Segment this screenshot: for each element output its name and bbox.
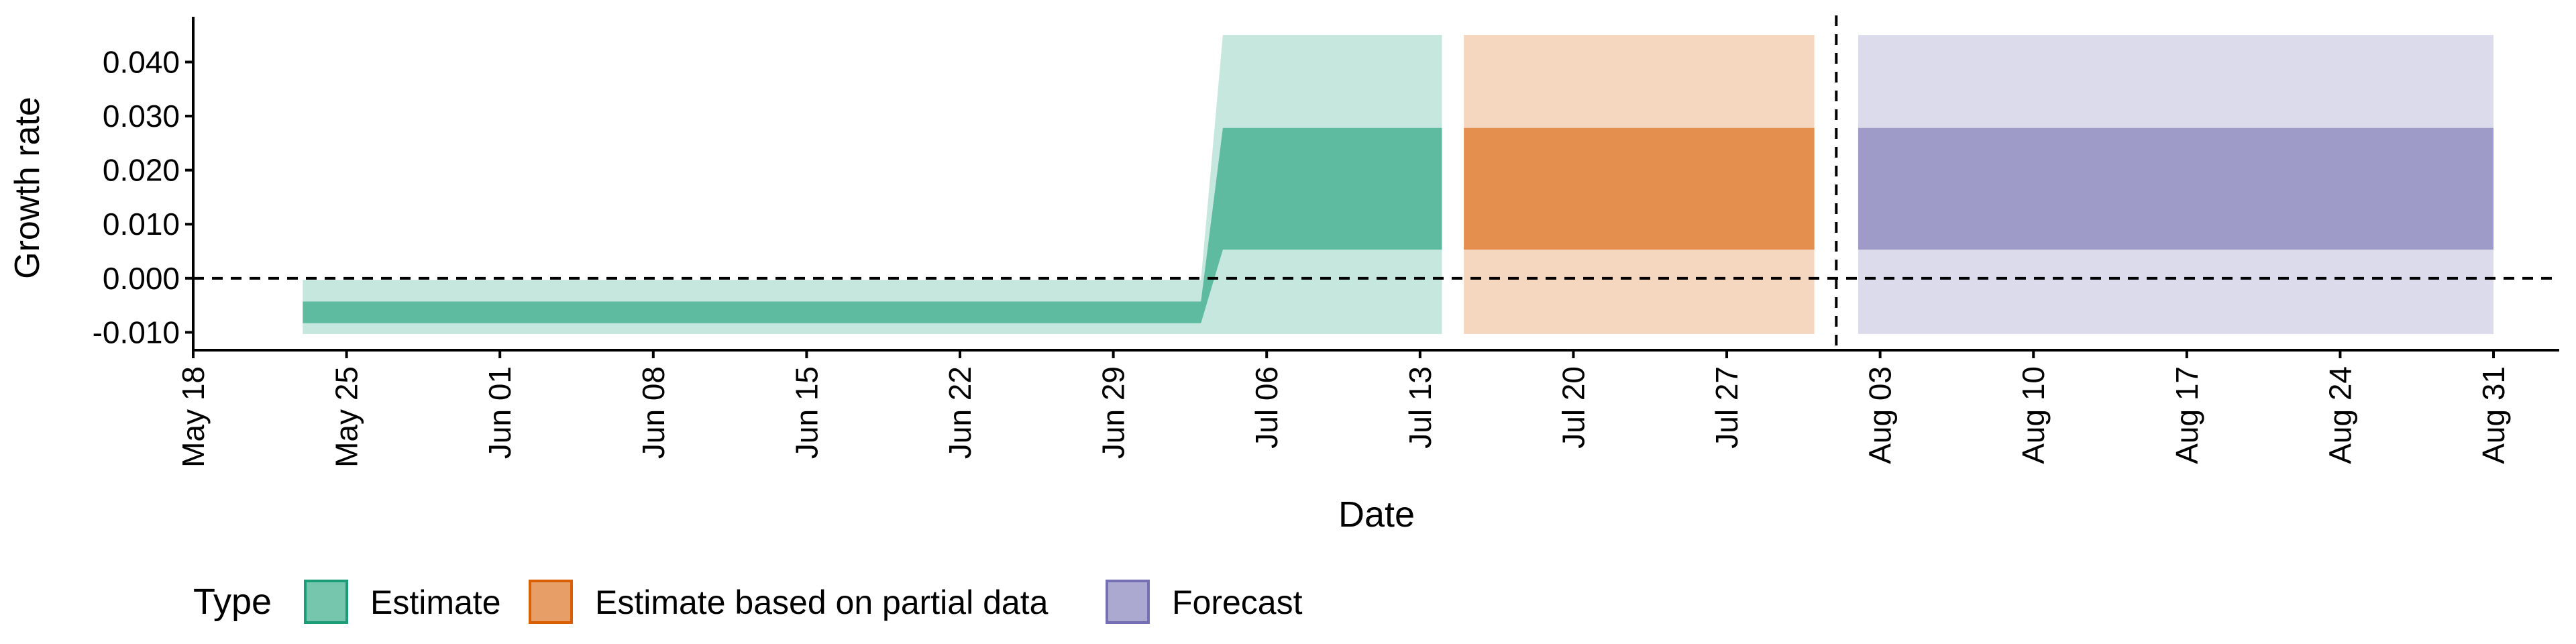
y-tick-label: 0.000 [103, 261, 180, 296]
y-tick-label: 0.040 [103, 44, 180, 79]
x-tick-label: Jun 08 [636, 366, 671, 459]
estimate-based-on-partial-data-band-50 [1464, 127, 1815, 250]
x-tick-label: Jun 01 [482, 366, 517, 459]
x-axis-title: Date [1338, 494, 1415, 535]
legend-label-estimate-based-on-partial-data: Estimate based on partial data [595, 584, 1049, 621]
axes: -0.010 0.000 0.010 0.020 0.030 0.040 May 18 May… [93, 17, 2559, 468]
x-tick-label: Aug 24 [2322, 366, 2357, 464]
y-axis-title: Growth rate [8, 97, 47, 279]
estimate-band-50 [303, 127, 1442, 323]
x-tick-label: Aug 10 [2016, 366, 2051, 464]
legend: Type Estimate Estimate based on partial d… [193, 580, 1303, 624]
x-tick-label: Jun 22 [943, 366, 977, 459]
y-tick-label: 0.010 [103, 207, 180, 241]
forecast-band-50 [1858, 127, 2494, 250]
x-tick-label: Aug 31 [2476, 366, 2511, 464]
y-tick-label: 0.030 [103, 99, 180, 133]
x-tick-label: Aug 17 [2169, 366, 2204, 464]
legend-key-estimate [304, 580, 348, 624]
x-tick-label: Jul 13 [1403, 366, 1438, 449]
x-tick-label: Jul 27 [1709, 366, 1744, 449]
x-tick-label: Jun 29 [1096, 366, 1131, 459]
legend-label-forecast: Forecast [1172, 584, 1303, 621]
y-tick-label: -0.010 [93, 315, 180, 350]
x-tick-label: May 18 [176, 366, 211, 468]
legend-key-forecast [1106, 580, 1150, 624]
ribbon-layer [303, 35, 2494, 334]
x-tick-label: Aug 03 [1863, 366, 1898, 464]
x-tick-label: May 25 [329, 366, 364, 468]
x-tick-label: Jul 06 [1249, 366, 1284, 449]
y-tick-label: 0.020 [103, 153, 180, 188]
legend-key-estimate-based-on-partial-data [529, 580, 573, 624]
legend-title: Type [193, 582, 272, 622]
legend-label-estimate: Estimate [370, 584, 501, 621]
x-tick-label: Jun 15 [789, 366, 824, 459]
x-tick-label: Jul 20 [1556, 366, 1591, 449]
